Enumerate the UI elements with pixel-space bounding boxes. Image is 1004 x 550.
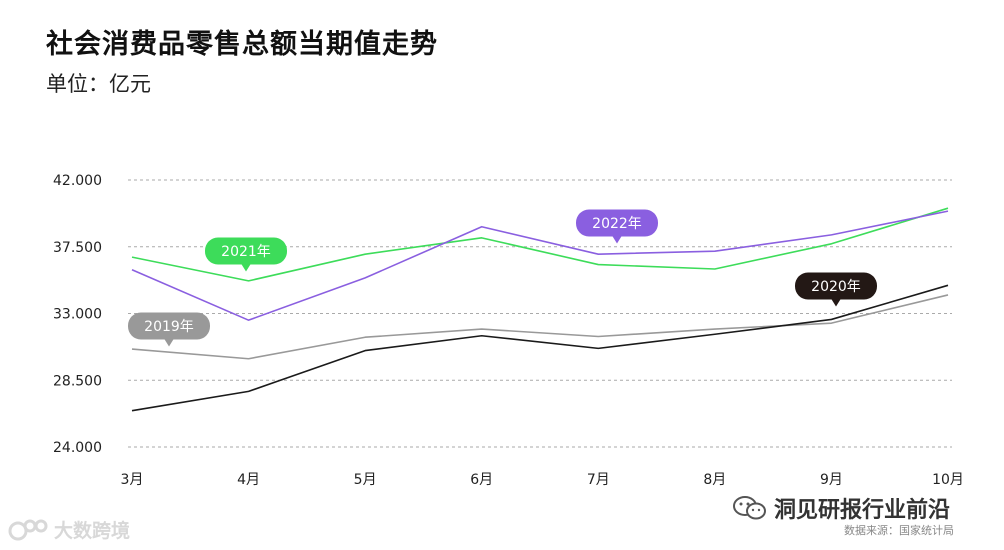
y-tick-label: 28.500 <box>53 373 102 389</box>
unit-label: 单位：亿元 <box>46 72 151 96</box>
x-tick-label: 9月 <box>820 472 843 488</box>
series-line-2020 <box>131 284 949 412</box>
watermark-left: 大数跨境 <box>8 516 130 543</box>
wechat-icon <box>733 496 766 520</box>
legend-bubble-2020 <box>795 272 877 300</box>
watermark-right: 洞见研报行业前沿 <box>732 492 950 524</box>
source-note: 数据来源：国家统计局 <box>844 524 954 537</box>
x-tick-label: 3月 <box>121 472 144 488</box>
y-tick-label: 42.000 <box>53 173 102 189</box>
chart-title: 社会消费品零售总额当期值走势 <box>46 29 438 60</box>
y-tick-label: 24.000 <box>53 440 102 456</box>
x-tick-label: 4月 <box>237 472 260 488</box>
legend-label-2021: 2021年 <box>221 244 271 260</box>
legend-bubble-2022 <box>576 209 658 237</box>
legend-bubble-tail <box>831 298 841 307</box>
x-tick-label: 5月 <box>354 472 377 488</box>
legend-bubble-tail <box>612 235 622 244</box>
series-line-2019 <box>131 294 949 360</box>
legend-label-2019: 2019年 <box>144 319 194 335</box>
series-line-2021 <box>131 207 949 282</box>
legend-bubble-tail <box>241 263 251 272</box>
x-tick-label: 6月 <box>470 472 493 488</box>
x-tick-label: 10月 <box>932 472 964 488</box>
series-line-2022 <box>131 210 949 321</box>
legend-label-2022: 2022年 <box>592 216 642 232</box>
y-tick-label: 37.500 <box>53 240 102 256</box>
logo-icon <box>8 519 48 540</box>
y-tick-label: 33.000 <box>53 307 102 323</box>
watermark-right-text: 洞见研报行业前沿 <box>774 498 951 523</box>
x-tick-label: 8月 <box>703 472 726 488</box>
legend-label-2020: 2020年 <box>811 279 861 295</box>
legend-bubble-2019 <box>128 312 210 340</box>
watermark-left-text: 大数跨境 <box>54 520 131 542</box>
x-tick-label: 7月 <box>587 472 610 488</box>
legend-bubble-2021 <box>205 237 287 265</box>
legend-bubble-tail <box>164 338 174 347</box>
